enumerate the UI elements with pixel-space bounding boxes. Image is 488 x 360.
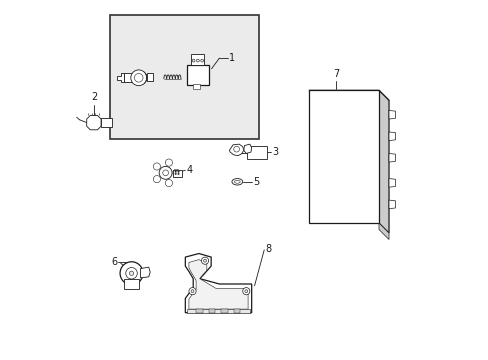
Circle shape	[196, 59, 199, 62]
Bar	[187, 65, 209, 85]
Bar	[221, 309, 227, 313]
Polygon shape	[140, 267, 150, 278]
Circle shape	[242, 288, 249, 295]
Text: 7: 7	[332, 69, 338, 79]
Circle shape	[165, 159, 172, 166]
Polygon shape	[229, 144, 244, 156]
Circle shape	[120, 262, 142, 285]
Polygon shape	[388, 179, 395, 187]
Circle shape	[125, 267, 137, 279]
Circle shape	[178, 173, 179, 175]
Text: 8: 8	[265, 244, 271, 254]
Circle shape	[244, 290, 247, 293]
Bar	[192, 84, 199, 89]
Circle shape	[129, 271, 133, 275]
Bar	[123, 73, 140, 82]
Circle shape	[134, 73, 142, 82]
Polygon shape	[244, 144, 251, 153]
Bar	[172, 170, 182, 177]
Circle shape	[159, 166, 172, 179]
Circle shape	[178, 171, 179, 172]
Circle shape	[188, 288, 196, 295]
Polygon shape	[388, 200, 395, 209]
Polygon shape	[388, 111, 395, 119]
Polygon shape	[378, 223, 388, 239]
Bar	[110, 15, 258, 139]
Text: 6: 6	[111, 257, 117, 267]
Ellipse shape	[234, 180, 240, 183]
Circle shape	[163, 170, 168, 176]
Bar	[208, 309, 215, 313]
Circle shape	[192, 59, 195, 62]
Circle shape	[153, 176, 160, 183]
Circle shape	[172, 169, 180, 176]
Polygon shape	[137, 72, 146, 84]
Bar	[124, 279, 139, 289]
Bar	[187, 309, 249, 313]
Circle shape	[191, 290, 194, 293]
Circle shape	[131, 70, 146, 86]
Circle shape	[165, 180, 172, 186]
Text: 4: 4	[186, 165, 192, 175]
Text: 3: 3	[272, 147, 278, 157]
Bar	[146, 73, 153, 81]
Polygon shape	[86, 116, 101, 130]
Circle shape	[233, 146, 239, 152]
Circle shape	[175, 171, 176, 172]
Text: 1: 1	[229, 53, 235, 63]
Bar	[101, 118, 112, 127]
Bar	[308, 90, 378, 223]
Bar	[247, 145, 266, 159]
Bar	[233, 309, 240, 313]
Circle shape	[201, 257, 208, 264]
Circle shape	[201, 59, 203, 62]
Text: 2: 2	[91, 92, 97, 102]
Polygon shape	[378, 90, 388, 233]
Polygon shape	[388, 132, 395, 140]
Circle shape	[203, 259, 206, 262]
Text: 5: 5	[252, 177, 259, 187]
Polygon shape	[388, 153, 395, 162]
Bar	[196, 309, 202, 313]
Circle shape	[175, 173, 176, 175]
Ellipse shape	[231, 179, 242, 185]
Polygon shape	[308, 90, 388, 100]
Bar	[190, 54, 204, 65]
Polygon shape	[185, 253, 251, 313]
Polygon shape	[117, 73, 123, 82]
Polygon shape	[188, 260, 247, 309]
Circle shape	[153, 163, 160, 170]
